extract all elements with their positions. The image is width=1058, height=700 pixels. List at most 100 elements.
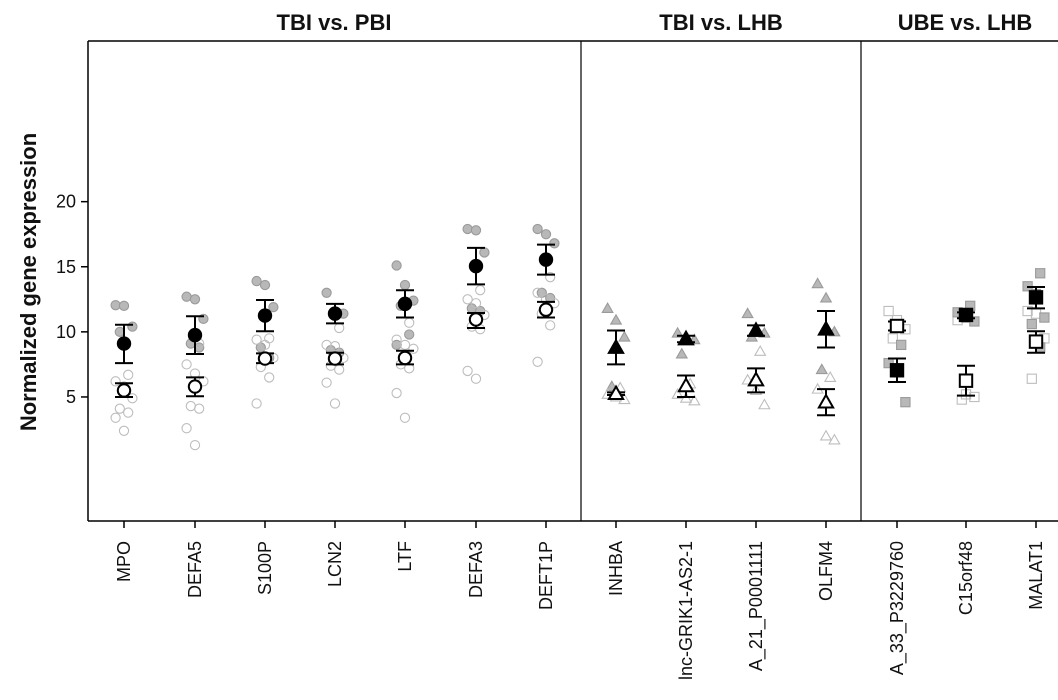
x-tick-label: MPO <box>114 541 134 582</box>
data-point <box>127 393 138 404</box>
data-point <box>123 407 134 418</box>
data-point <box>118 300 130 311</box>
data-point <box>1039 312 1050 323</box>
x-tick-label: DEFA3 <box>466 541 486 598</box>
category-LTF: LTF <box>391 260 419 572</box>
data-point <box>118 425 130 436</box>
mean-marker <box>468 258 484 274</box>
data-point <box>1035 268 1046 279</box>
mean-marker <box>468 312 484 327</box>
data-point <box>391 387 402 399</box>
data-point <box>753 344 767 356</box>
mean-marker <box>1028 334 1044 349</box>
data-point <box>828 433 841 445</box>
data-point <box>185 400 196 412</box>
data-point <box>391 339 402 351</box>
data-point <box>819 291 833 303</box>
category-INHBA: INHBA <box>601 302 631 596</box>
data-point <box>334 364 345 375</box>
data-point <box>110 412 121 423</box>
category-C15orf48: C15orf48 <box>952 300 980 615</box>
data-point <box>329 398 341 409</box>
y-tick-label: 10 <box>56 322 76 342</box>
x-tick-label: DEFT1P <box>536 541 556 610</box>
data-point <box>969 391 980 403</box>
x-tick-label: S100P <box>255 541 275 595</box>
panels: TBI vs. PBI MPO DEFA5 S100P LCN2 LTF DEFA3 DEFT… <box>110 10 1050 680</box>
mean-marker <box>889 318 905 334</box>
data-point <box>181 291 192 302</box>
panel-3: UBE vs. LHB A_33_P3229760 C15orf48 MALAT1 <box>860 10 1050 675</box>
data-point <box>532 356 543 367</box>
mean-marker <box>538 252 554 267</box>
data-point <box>815 363 829 375</box>
data-point <box>110 300 121 311</box>
mean-marker <box>747 321 765 337</box>
mean-marker <box>327 351 343 366</box>
category-A_33_P3229760: A_33_P3229760 <box>883 305 911 675</box>
category-MPO: MPO <box>110 300 138 582</box>
mean-marker <box>397 350 413 366</box>
data-point <box>688 394 701 406</box>
data-point <box>321 287 332 298</box>
data-point <box>900 397 911 408</box>
x-tick-label: MALAT1 <box>1026 541 1046 610</box>
data-point <box>462 294 473 305</box>
mean-marker <box>187 379 203 394</box>
data-point <box>1030 308 1042 319</box>
mean-marker <box>958 373 974 388</box>
data-point <box>251 334 262 345</box>
data-point <box>264 372 275 383</box>
data-point <box>887 333 898 344</box>
category-DEFT1P: DEFT1P <box>532 223 560 610</box>
data-point <box>391 334 402 345</box>
mean-marker <box>257 351 273 366</box>
data-point <box>110 376 121 387</box>
category-LCN2: LCN2 <box>321 287 349 587</box>
data-point <box>545 320 556 331</box>
panel-title: UBE vs. LHB <box>898 10 1032 35</box>
data-point <box>470 373 482 384</box>
data-point <box>475 285 486 296</box>
mean-marker <box>257 308 273 323</box>
mean-marker <box>817 320 835 336</box>
mean-marker <box>607 338 625 354</box>
data-point <box>181 423 192 434</box>
data-point <box>259 279 271 291</box>
panel-title: TBI vs. LHB <box>659 10 782 35</box>
x-tick-label: LTF <box>395 541 415 572</box>
data-point <box>399 339 411 351</box>
data-point <box>123 369 134 380</box>
data-point <box>181 359 192 370</box>
data-point <box>549 238 560 249</box>
data-point <box>540 229 552 240</box>
x-tick-label: A_21_P0001111 <box>746 541 767 671</box>
y-tick-label: 20 <box>56 192 76 212</box>
data-point <box>321 339 332 351</box>
data-point <box>601 302 614 313</box>
data-point <box>609 313 623 325</box>
x-tick-label: DEFA5 <box>185 541 205 598</box>
data-point <box>251 275 262 287</box>
category-MALAT1: MALAT1 <box>1022 268 1050 610</box>
mean-marker <box>187 327 203 343</box>
data-point <box>399 279 411 291</box>
data-point <box>470 225 482 236</box>
data-point <box>819 429 833 441</box>
data-point <box>758 398 771 410</box>
mean-marker <box>327 306 343 321</box>
data-point <box>127 321 138 332</box>
data-point <box>1026 318 1037 330</box>
panel-2: TBI vs. LHB INHBA lnc-GRIK1-AS2-1 A_21_P000… <box>580 10 841 680</box>
mean-marker <box>607 384 625 401</box>
category-lnc-GRIK1-AS2-1: lnc-GRIK1-AS2-1 <box>671 326 701 680</box>
data-point <box>194 403 205 414</box>
data-point <box>549 298 560 309</box>
category-DEFA3: DEFA3 <box>462 223 490 598</box>
category-OLFM4: OLFM4 <box>811 277 841 601</box>
mean-marker <box>889 363 905 378</box>
mean-marker <box>958 307 974 323</box>
mean-marker <box>747 370 765 387</box>
x-tick-label: A_33_P3229760 <box>887 541 908 675</box>
